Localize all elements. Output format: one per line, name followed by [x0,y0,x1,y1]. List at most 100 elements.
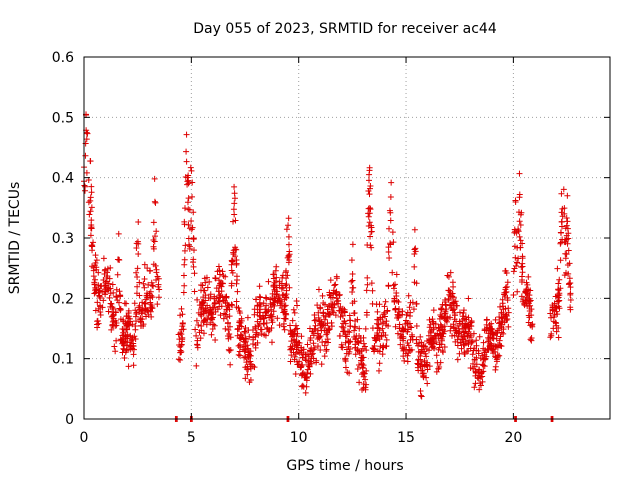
data-point [429,316,436,323]
data-point [194,344,201,351]
data-point [188,218,195,225]
data-point [405,342,412,349]
data-point [124,320,131,327]
data-point [314,335,321,342]
data-point [251,306,258,313]
data-point [283,267,290,274]
data-point [480,362,487,369]
data-point [134,265,141,272]
data-point [213,285,220,292]
data-point [449,299,456,306]
data-point [177,312,184,319]
data-point [177,357,184,364]
data-point [87,232,94,239]
data-point [135,251,142,258]
data-point [397,334,404,341]
data-point [547,334,554,341]
data-point [561,205,568,212]
data-point [254,302,261,309]
data-point [349,270,356,277]
data-point [256,312,263,319]
data-point [423,361,430,368]
data-point [198,304,205,311]
data-point [110,311,117,318]
data-point [175,356,182,363]
data-point [454,322,461,329]
data-point [497,323,504,330]
data-point [104,265,111,272]
data-point [338,323,345,330]
data-point [321,316,328,323]
data-point [109,321,116,328]
data-point [528,306,535,313]
data-point [465,314,472,321]
data-point [502,312,509,319]
data-point [199,282,206,289]
data-point [234,288,241,295]
data-point [111,343,118,350]
data-point [282,310,289,317]
data-point [195,322,202,329]
data-point [554,311,561,318]
data-point [403,312,410,319]
data-points [81,111,574,422]
data-point [133,318,140,325]
data-point [520,296,527,303]
data-point [432,321,439,328]
data-point [292,371,299,378]
data-point [109,281,116,288]
data-point [311,317,318,324]
data-point [133,311,140,318]
data-point [519,269,526,276]
data-point [197,306,204,313]
data-point [366,219,373,226]
data-point [134,283,141,290]
data-point [293,297,300,304]
data-point [369,300,376,307]
data-point [450,321,457,328]
data-point [388,179,395,186]
data-point [232,244,239,251]
data-point [552,319,559,326]
data-point [222,294,229,301]
data-point [270,271,277,278]
data-point [365,213,372,220]
data-point [92,276,99,283]
data-point [289,317,296,324]
data-point [321,301,328,308]
data-point [112,348,119,355]
data-point [369,287,376,294]
data-point [471,345,478,352]
data-point [226,313,233,320]
data-point [465,295,472,302]
data-point [299,382,306,389]
data-point [379,320,386,327]
data-point [479,378,486,385]
data-point [320,312,327,319]
data-point [318,321,325,328]
data-point [130,340,137,347]
data-point [360,373,367,380]
data-point [399,308,406,315]
data-point [184,199,191,206]
data-point [376,327,383,334]
data-point [288,345,295,352]
data-point [90,267,97,274]
data-point [215,277,222,284]
data-point [563,251,570,258]
data-point [516,233,523,240]
data-point [376,367,383,374]
data-point [150,245,157,252]
data-point [468,334,475,341]
data-point [513,259,520,266]
data-point [229,258,236,265]
data-point [105,286,112,293]
data-point [362,386,369,393]
data-point [280,320,287,327]
data-point [151,198,158,205]
data-point [326,302,333,309]
data-point [564,261,571,268]
data-point [363,309,370,316]
data-point [181,282,188,289]
data-point [290,337,297,344]
